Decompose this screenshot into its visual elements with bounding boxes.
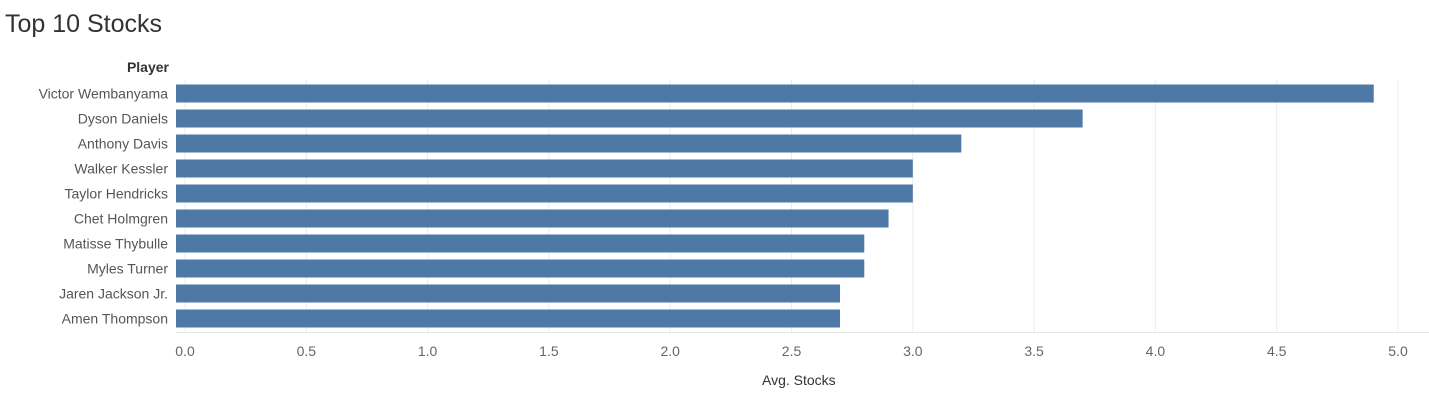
x-tick-label: 5.0: [1388, 343, 1408, 359]
bar-chet-holmgren[interactable]: [176, 209, 889, 228]
grid-lines: [176, 80, 1429, 333]
category-label: Taylor Hendricks: [65, 186, 168, 202]
category-labels: Victor Wembanyama Dyson Daniels Anthony Da…: [39, 86, 169, 327]
category-label: Victor Wembanyama: [39, 86, 169, 102]
x-tick-label: 1.5: [539, 343, 559, 359]
x-tick-label: 1.0: [418, 343, 438, 359]
bar-victor-wembanyama[interactable]: [176, 84, 1374, 103]
x-tick-label: 2.5: [782, 343, 802, 359]
category-label: Dyson Daniels: [78, 111, 168, 127]
bar-jaren-jackson-jr-[interactable]: [176, 284, 841, 303]
bar-amen-thompson[interactable]: [176, 309, 841, 328]
category-label: Amen Thompson: [62, 311, 168, 327]
x-tick-label: 0.5: [297, 343, 317, 359]
x-tick-label: 3.0: [903, 343, 923, 359]
x-tick-label: 4.5: [1267, 343, 1287, 359]
tick-labels: 0.0 0.5 1.0 1.5 2.0 2.5 3.0 3.5 4.0 4.5 5.0: [175, 343, 1408, 359]
x-axis-title: Avg. Stocks: [762, 372, 836, 388]
bar-anthony-davis[interactable]: [176, 134, 962, 153]
category-label: Jaren Jackson Jr.: [59, 286, 168, 302]
category-label: Myles Turner: [87, 261, 168, 277]
category-label: Walker Kessler: [74, 161, 168, 177]
bar-walker-kessler[interactable]: [176, 159, 913, 178]
bar-dyson-daniels[interactable]: [176, 109, 1083, 128]
x-tick-label: 4.0: [1146, 343, 1166, 359]
x-tick-label: 2.0: [660, 343, 680, 359]
bar-myles-turner[interactable]: [176, 259, 865, 278]
x-tick-label: 0.0: [175, 343, 195, 359]
category-label: Matisse Thybulle: [63, 236, 168, 252]
chart-title: Top 10 Stocks: [5, 10, 163, 38]
x-tick-label: 3.5: [1024, 343, 1044, 359]
bar-matisse-thybulle[interactable]: [176, 234, 865, 253]
category-label: Anthony Davis: [78, 136, 168, 152]
category-label: Chet Holmgren: [74, 211, 168, 227]
row-header: Player: [126, 59, 169, 75]
bar-taylor-hendricks[interactable]: [176, 184, 913, 203]
bars: [176, 84, 1374, 328]
